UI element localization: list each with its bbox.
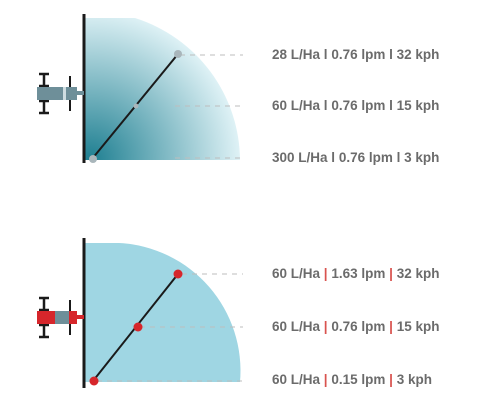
- flow-value: 1.63 lpm: [331, 266, 386, 281]
- separator: l: [323, 98, 328, 113]
- speed-value: 3 kph: [396, 372, 432, 387]
- separator: l: [389, 47, 393, 62]
- separator: |: [389, 319, 393, 334]
- bottom-row-3-label: 60 L/Ha | 0.15 lpm | 3 kph: [272, 372, 432, 388]
- flow-value: 0.76 lpm: [331, 98, 386, 113]
- speed-value: 15 kph: [396, 319, 440, 334]
- speed-value: 15 kph: [396, 98, 440, 113]
- separator: |: [389, 372, 393, 387]
- top-point-mid: [133, 103, 139, 109]
- flow-value: 0.15 lpm: [331, 372, 386, 387]
- bottom-point-low: [89, 376, 99, 386]
- bottom-point-high: [173, 269, 183, 279]
- bottom-spray-fan: [84, 243, 241, 382]
- rate-value: 60 L/Ha: [272, 98, 321, 113]
- top-point-low: [89, 155, 97, 163]
- bottom-row-2-label: 60 L/Ha | 0.76 lpm | 15 kph: [272, 319, 439, 335]
- separator: |: [323, 319, 328, 334]
- separator: l: [323, 47, 328, 62]
- top-tractor-icon: [37, 72, 84, 115]
- top-row-1-label: 28 L/Ha l 0.76 lpm l 32 kph: [272, 47, 439, 63]
- separator: l: [396, 150, 401, 165]
- flow-value: 0.76 lpm: [331, 47, 386, 62]
- rate-value: 28 L/Ha: [272, 47, 321, 62]
- separator: |: [389, 266, 393, 281]
- speed-value: 32 kph: [396, 47, 440, 62]
- rate-value: 60 L/Ha: [272, 372, 321, 387]
- bottom-point-mid: [133, 322, 143, 332]
- top-row-3-label: 300 L/Ha l 0.76 lpm l 3 kph: [272, 150, 439, 166]
- flow-value: 0.76 lpm: [331, 319, 386, 334]
- top-point-high: [174, 50, 182, 58]
- rate-value: 300 L/Ha: [272, 150, 328, 165]
- speed-value: 32 kph: [396, 266, 440, 281]
- top-row-2-label: 60 L/Ha l 0.76 lpm l 15 kph: [272, 98, 439, 114]
- speed-value: 3 kph: [404, 150, 440, 165]
- top-spray-fan: [84, 18, 240, 160]
- bottom-panel: [37, 238, 243, 388]
- separator: l: [389, 98, 393, 113]
- rate-value: 60 L/Ha: [272, 319, 321, 334]
- separator: |: [323, 372, 328, 387]
- separator: |: [323, 266, 328, 281]
- top-panel: [37, 14, 243, 163]
- flow-value: 0.76 lpm: [338, 150, 393, 165]
- bottom-tractor-icon: [37, 296, 84, 339]
- separator: l: [331, 150, 336, 165]
- rate-value: 60 L/Ha: [272, 266, 321, 281]
- bottom-row-1-label: 60 L/Ha | 1.63 lpm | 32 kph: [272, 266, 439, 282]
